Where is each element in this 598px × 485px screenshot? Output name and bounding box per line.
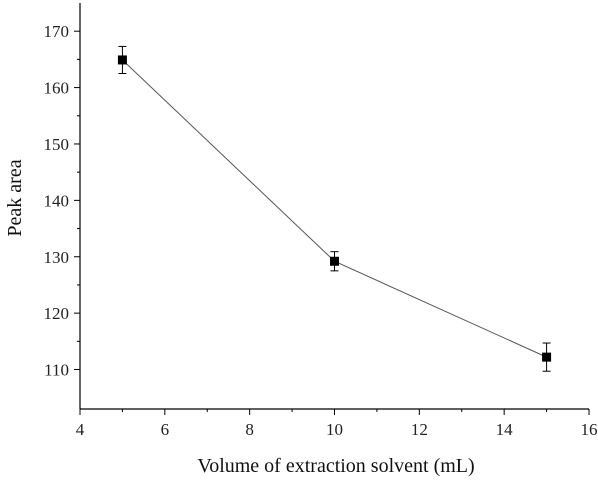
y-tick-label: 150 [44,135,70,154]
axes: 4 6 8 10 12 14 16 110 120 130 140 150 160 170 [44,3,598,439]
x-tick-label: 8 [245,420,254,439]
data-point [330,256,339,266]
x-axis-title: Volume of extraction solvent (mL) [197,455,474,477]
series-layer [117,45,552,372]
y-tick-label: 140 [44,191,70,210]
y-tick-label: 160 [44,79,70,98]
y-tick-label: 120 [44,304,70,323]
y-tick-label: 170 [44,22,70,41]
y-tick-label: 130 [44,248,70,267]
data-point [542,352,552,362]
x-tick-label: 6 [161,420,170,439]
x-tick-label: 12 [411,420,428,439]
series-line [122,59,547,358]
x-tick-label: 4 [76,420,85,439]
data-point [117,55,127,65]
x-tick-label: 14 [496,420,514,439]
x-tick-label: 16 [581,420,598,439]
y-axis-title: Peak area [4,159,26,236]
x-tick-label: 10 [326,420,343,439]
y-tick-label: 110 [44,361,69,380]
